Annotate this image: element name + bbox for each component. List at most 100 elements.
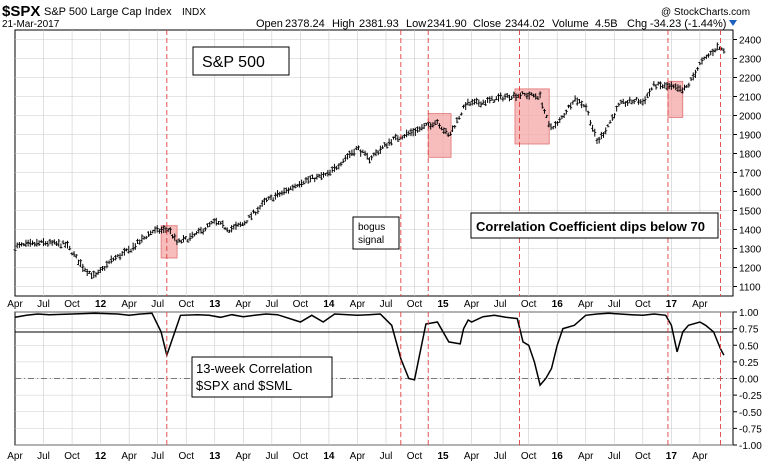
title-box-label: S&P 500 [202,54,265,71]
x-tick-label: Oct [64,299,80,310]
price-gridlines [15,30,733,296]
close-label: Close [473,18,501,30]
x-tick-label: Apr [7,299,23,310]
close-value: 2344.02 [505,18,545,30]
x-tick-label: 16 [552,451,564,462]
y-tick-label: 1700 [739,169,762,180]
y-tick-label: 1900 [739,131,762,142]
correlation-panel: 1.00 0.75 0.50 0.25 0.00 -0.25 -0.50 -0.75 -1.00 [14,308,762,452]
x-tick-label: Jul [608,299,621,310]
title-box [192,46,290,76]
x-tick-label: Apr [692,299,708,310]
x-tick-label: Jul [494,451,507,462]
x-tick-label: Apr [350,299,366,310]
ohlc-readout: Open 2378.24 High 2381.93 Low 2341.90 Cl… [256,18,726,30]
x-tick-label: 14 [323,299,335,310]
x-tick-label: Oct [521,299,537,310]
price-y-axis: 2400 2300 2200 2100 2000 1900 1800 1700 1600 1500… [733,36,762,294]
volume-value: 4.5B [595,18,618,30]
open-value: 2378.24 [285,18,325,30]
y-tick-label: 2100 [739,93,762,104]
y-tick-label: 1300 [739,245,762,256]
x-tick-label: Apr [692,451,708,462]
correlation-series-line [14,312,725,387]
x-tick-label: Oct [178,299,194,310]
chg-label: Chg [627,18,647,30]
signal-lines [166,30,721,445]
y-tick-label: 1600 [739,188,762,199]
x-tick-label: Apr [578,299,594,310]
x-tick-label: Jul [380,299,393,310]
dips-note-box [470,212,719,239]
x-tick-label: Apr [464,299,480,310]
y-tick-label: 0.50 [739,341,759,352]
y-tick-label: 2200 [739,74,762,85]
x-tick-label: Apr [121,299,137,310]
y-tick-label: -0.50 [739,408,762,419]
low-value: 2341.90 [427,18,467,30]
x-tick-label: Oct [293,299,309,310]
x-tick-label: Jul [608,451,621,462]
y-tick-label: 1500 [739,207,762,218]
open-label: Open [256,18,283,30]
x-tick-label: Apr [464,451,480,462]
y-tick-label: -0.25 [739,391,762,402]
high-value: 2381.93 [359,18,399,30]
corr-label-line-1: 13-week Correlation [196,361,312,376]
x-tick-label: Oct [521,451,537,462]
dips-note-text: Correlation Coefficient dips below 70 [476,219,705,234]
x-tick-label: 15 [437,451,449,462]
x-tick-label: Jul [380,451,393,462]
index-name: S&P 500 Large Cap Index [44,6,172,18]
y-tick-label: 1800 [739,150,762,161]
y-tick-label: -1.00 [739,441,762,452]
x-tick-label: Jul [265,299,278,310]
corr-gridlines [15,311,733,446]
chevron-down-icon[interactable] [729,20,737,26]
x-tick-label: Oct [635,299,651,310]
x-tick-label: Oct [178,451,194,462]
watermark: @ StockCharts.com [661,7,750,18]
x-tick-label: Jul [151,299,164,310]
x-tick-label: Jul [265,451,278,462]
x-tick-label: Apr [7,451,23,462]
bogus-signal-box [352,216,400,250]
y-tick-label: 2400 [739,36,762,47]
y-tick-label: 2000 [739,112,762,123]
x-tick-label: Apr [121,451,137,462]
x-tick-label: Oct [64,451,80,462]
volume-label: Volume [552,18,589,30]
x-tick-label: Oct [635,451,651,462]
y-tick-label: 0.00 [739,375,759,386]
y-tick-label: -0.75 [739,424,762,435]
dip-highlight-box [427,113,452,158]
x-tick-label: 16 [552,299,564,310]
corr-label-line-2: $SPX and $SML [196,378,292,393]
price-panel-frame [14,29,734,297]
y-tick-label: 0.75 [739,325,759,336]
high-label: High [332,18,355,30]
dip-highlight-box [667,80,684,118]
corr-label-box [191,356,333,398]
y-tick-label: 1400 [739,226,762,237]
y-tick-label: 1100 [739,283,761,294]
x-tick-label: Jul [37,299,50,310]
x-tick-label: 12 [95,299,107,310]
bogus-line-2: signal [358,235,384,246]
x-tick-label: Jul [37,451,50,462]
x-tick-label: Oct [293,451,309,462]
exchange-label: INDX [182,7,206,18]
x-tick-label: 13 [209,451,221,462]
y-tick-label: 2300 [739,55,762,66]
x-tick-label: Apr [578,451,594,462]
x-tick-label: Jul [151,451,164,462]
corr-line [14,312,725,387]
price-bars [13,42,726,280]
x-tick-label: 17 [666,299,678,310]
x-tick-label: Oct [407,299,423,310]
x-axis-top: Apr Jul Oct 12 Apr Jul Oct 13 Apr Jul Oct 14 Apr Jul O… [7,299,708,310]
x-tick-label: Apr [236,451,252,462]
chg-value: -34.23 (-1.44%) [650,18,726,30]
dip-highlight-boxes [160,80,684,259]
